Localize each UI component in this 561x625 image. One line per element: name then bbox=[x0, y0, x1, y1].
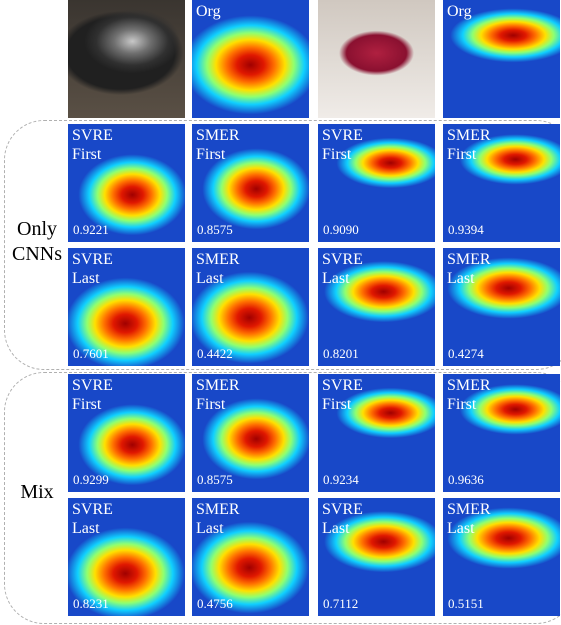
score: 0.9636 bbox=[448, 472, 484, 488]
group-label-line: Only bbox=[6, 217, 68, 242]
method: SVRE bbox=[72, 500, 113, 519]
photo-drum bbox=[318, 0, 435, 118]
layer: Last bbox=[72, 519, 113, 538]
score: 0.8575 bbox=[197, 472, 233, 488]
score: 0.5151 bbox=[448, 596, 484, 612]
method: SVRE bbox=[72, 126, 113, 145]
method: SVRE bbox=[322, 250, 363, 269]
score: 0.8201 bbox=[323, 346, 359, 362]
heatmap: Org bbox=[192, 0, 309, 118]
score: 0.4756 bbox=[197, 596, 233, 612]
score: 0.7112 bbox=[323, 596, 358, 612]
score: 0.8575 bbox=[197, 222, 233, 238]
score: 0.9090 bbox=[323, 222, 359, 238]
score: 0.9394 bbox=[448, 222, 484, 238]
layer: Last bbox=[447, 269, 491, 288]
figure: Org Org OnlyCNNsSVREFirst0.9221SMERFirst… bbox=[0, 0, 561, 625]
layer: First bbox=[72, 145, 113, 164]
layer: Last bbox=[196, 519, 240, 538]
method: SMER bbox=[196, 250, 240, 269]
layer: First bbox=[72, 395, 113, 414]
method: SMER bbox=[196, 126, 240, 145]
method: SMER bbox=[447, 500, 491, 519]
score: 0.9299 bbox=[73, 472, 109, 488]
layer: Last bbox=[72, 269, 113, 288]
method: SMER bbox=[447, 126, 491, 145]
method: SMER bbox=[196, 500, 240, 519]
score: 0.7601 bbox=[73, 346, 109, 362]
layer: Last bbox=[196, 269, 240, 288]
score: 0.4274 bbox=[448, 346, 484, 362]
method: SVRE bbox=[72, 376, 113, 395]
layer: First bbox=[447, 395, 491, 414]
heatmap: Org bbox=[443, 0, 560, 118]
layer: Last bbox=[447, 519, 491, 538]
layer: First bbox=[447, 145, 491, 164]
layer: First bbox=[196, 145, 240, 164]
layer: First bbox=[196, 395, 240, 414]
method: SVRE bbox=[72, 250, 113, 269]
method: SMER bbox=[196, 376, 240, 395]
layer: First bbox=[322, 145, 363, 164]
cell-label: Org bbox=[447, 2, 472, 21]
layer: First bbox=[322, 395, 363, 414]
score: 0.4422 bbox=[197, 346, 233, 362]
photo-pot bbox=[68, 0, 185, 118]
method: SMER bbox=[447, 250, 491, 269]
cell-label: Org bbox=[196, 2, 221, 21]
layer: Last bbox=[322, 269, 363, 288]
score: 0.8231 bbox=[73, 596, 109, 612]
group-label-line: Mix bbox=[6, 480, 68, 505]
layer: Last bbox=[322, 519, 363, 538]
group-label-line: CNNs bbox=[6, 242, 68, 267]
group-label: Mix bbox=[6, 480, 68, 505]
score: 0.9234 bbox=[323, 472, 359, 488]
method: SVRE bbox=[322, 126, 363, 145]
method: SVRE bbox=[322, 500, 363, 519]
score: 0.9221 bbox=[73, 222, 109, 238]
method: SMER bbox=[447, 376, 491, 395]
method: SVRE bbox=[322, 376, 363, 395]
